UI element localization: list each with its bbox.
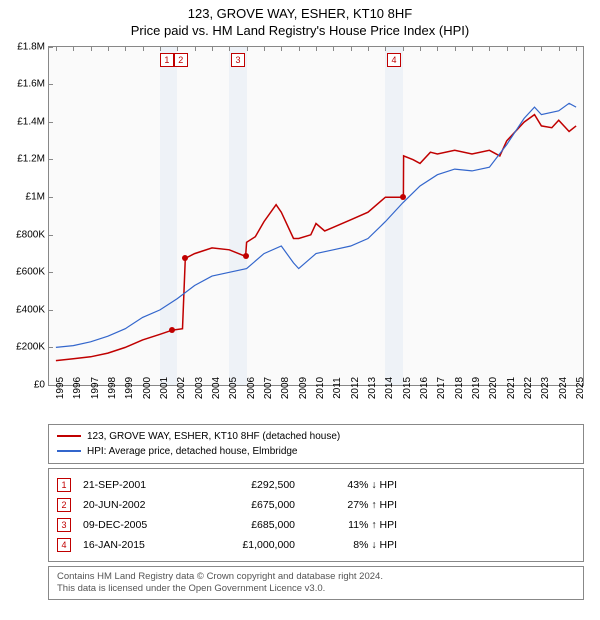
footer-line-2: This data is licensed under the Open Gov…	[57, 583, 575, 595]
x-tick-label: 2013	[367, 377, 378, 399]
x-tick-label: 2014	[384, 377, 395, 399]
x-axis: 1995199619971998199920002001200220032004…	[48, 386, 584, 420]
y-tick-label: £200K	[16, 342, 45, 353]
chart-container: 123, GROVE WAY, ESHER, KT10 8HF Price pa…	[0, 0, 600, 620]
footer-line-1: Contains HM Land Registry data © Crown c…	[57, 571, 575, 583]
y-tick-label: £400K	[16, 304, 45, 315]
x-tick-label: 2012	[350, 377, 361, 399]
sale-price: £675,000	[205, 499, 295, 511]
x-tick-label: 2007	[263, 377, 274, 399]
y-tick-label: £1.6M	[17, 79, 45, 90]
chart-svg	[49, 47, 583, 385]
x-tick-label: 2001	[159, 377, 170, 399]
sale-marker-dot	[169, 327, 175, 333]
x-tick-label: 2023	[540, 377, 551, 399]
y-tick-label: £1M	[26, 192, 45, 203]
sale-date: 21-SEP-2001	[83, 479, 193, 491]
x-tick-label: 2009	[298, 377, 309, 399]
legend-label: HPI: Average price, detached house, Elmb…	[87, 444, 298, 459]
y-tick-label: £0	[34, 379, 45, 390]
sale-date: 09-DEC-2005	[83, 519, 193, 531]
x-tick-label: 2019	[471, 377, 482, 399]
x-tick-label: 2000	[142, 377, 153, 399]
sale-row: 4 16-JAN-2015 £1,000,000 8% ↓ HPI	[57, 535, 575, 555]
legend: 123, GROVE WAY, ESHER, KT10 8HF (detache…	[48, 424, 584, 464]
x-tick-label: 2016	[419, 377, 430, 399]
x-tick-label: 2005	[228, 377, 239, 399]
chart-plot-area: £0£200K£400K£600K£800K£1M£1.2M£1.4M£1.6M…	[48, 46, 584, 386]
x-tick-label: 2003	[194, 377, 205, 399]
y-axis: £0£200K£400K£600K£800K£1M£1.2M£1.4M£1.6M…	[11, 47, 47, 385]
x-tick-label: 2018	[454, 377, 465, 399]
x-tick-label: 2002	[176, 377, 187, 399]
sale-vs-hpi: 27% ↑ HPI	[307, 499, 397, 511]
sale-number-badge: 3	[57, 518, 71, 532]
title-line-2: Price paid vs. HM Land Registry's House …	[10, 23, 590, 40]
sale-price: £1,000,000	[205, 539, 295, 551]
sale-row: 2 20-JUN-2002 £675,000 27% ↑ HPI	[57, 495, 575, 515]
x-tick-label: 2024	[558, 377, 569, 399]
x-tick-label: 1996	[72, 377, 83, 399]
sale-vs-hpi: 8% ↓ HPI	[307, 539, 397, 551]
x-tick-label: 2004	[211, 377, 222, 399]
legend-label: 123, GROVE WAY, ESHER, KT10 8HF (detache…	[87, 429, 340, 444]
sale-marker-label: 1	[160, 53, 174, 67]
sale-marker-label: 3	[231, 53, 245, 67]
sale-marker-dot	[243, 253, 249, 259]
series-hpi	[56, 103, 576, 347]
sale-row: 1 21-SEP-2001 £292,500 43% ↓ HPI	[57, 475, 575, 495]
x-tick-label: 1997	[90, 377, 101, 399]
x-tick-label: 1999	[124, 377, 135, 399]
x-tick-label: 2010	[315, 377, 326, 399]
x-tick-label: 2006	[246, 377, 257, 399]
sale-marker-dot	[182, 255, 188, 261]
x-tick-label: 1998	[107, 377, 118, 399]
y-tick-label: £800K	[16, 229, 45, 240]
x-tick-label: 1995	[55, 377, 66, 399]
legend-row: 123, GROVE WAY, ESHER, KT10 8HF (detache…	[57, 429, 575, 444]
legend-swatch	[57, 435, 81, 437]
x-tick-label: 2025	[575, 377, 586, 399]
title-line-1: 123, GROVE WAY, ESHER, KT10 8HF	[10, 6, 590, 23]
x-tick-label: 2022	[523, 377, 534, 399]
x-tick-label: 2011	[332, 377, 343, 399]
y-tick-label: £1.8M	[17, 41, 45, 52]
y-tick-label: £600K	[16, 267, 45, 278]
x-tick-label: 2015	[402, 377, 413, 399]
sale-number-badge: 1	[57, 478, 71, 492]
legend-row: HPI: Average price, detached house, Elmb…	[57, 444, 575, 459]
sale-marker-label: 2	[174, 53, 188, 67]
legend-swatch	[57, 450, 81, 452]
sale-date: 20-JUN-2002	[83, 499, 193, 511]
sale-row: 3 09-DEC-2005 £685,000 11% ↑ HPI	[57, 515, 575, 535]
sale-vs-hpi: 43% ↓ HPI	[307, 479, 397, 491]
sale-vs-hpi: 11% ↑ HPI	[307, 519, 397, 531]
sale-price: £292,500	[205, 479, 295, 491]
x-tick-label: 2017	[436, 377, 447, 399]
sale-price: £685,000	[205, 519, 295, 531]
x-tick-label: 2008	[280, 377, 291, 399]
y-tick-label: £1.2M	[17, 154, 45, 165]
footer: Contains HM Land Registry data © Crown c…	[48, 566, 584, 601]
x-tick-label: 2021	[506, 377, 517, 399]
sale-marker-dot	[400, 194, 406, 200]
sale-date: 16-JAN-2015	[83, 539, 193, 551]
sale-number-badge: 2	[57, 498, 71, 512]
x-tick-label: 2020	[488, 377, 499, 399]
sale-marker-label: 4	[387, 53, 401, 67]
sales-table: 1 21-SEP-2001 £292,500 43% ↓ HPI 2 20-JUN-200…	[48, 468, 584, 562]
y-tick-label: £1.4M	[17, 116, 45, 127]
sale-number-badge: 4	[57, 538, 71, 552]
